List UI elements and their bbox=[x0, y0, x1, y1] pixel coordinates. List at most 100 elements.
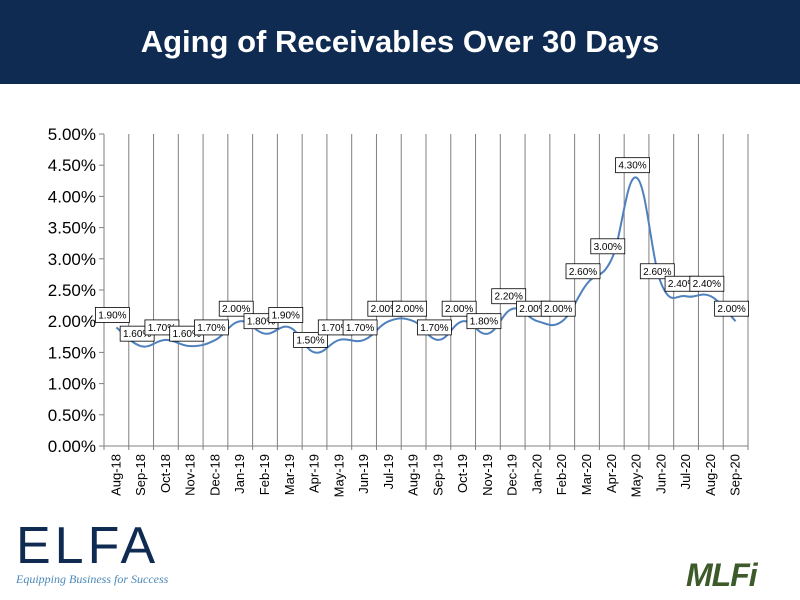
x-tick-labels: Aug-18 Sep-18 Oct-18 Nov-18 Dec-18 Jan-19 Feb-… bbox=[108, 454, 742, 497]
data-label-box bbox=[392, 300, 428, 317]
data-label: 4.30% bbox=[615, 157, 650, 174]
data-label-text: 2.00% bbox=[445, 304, 473, 315]
mlfi-logo: MLFi bbox=[686, 557, 758, 593]
data-label-text: 2.00% bbox=[544, 304, 572, 315]
y-tick-label: 2.00% bbox=[48, 312, 96, 331]
data-label-text: 1.70% bbox=[346, 323, 374, 334]
data-label-box bbox=[94, 307, 130, 323]
data-label-text: 1.70% bbox=[148, 323, 176, 334]
data-label-text: 3.00% bbox=[594, 242, 622, 253]
elfa-tagline: Equipping Business for Success bbox=[16, 572, 169, 586]
data-label-box bbox=[268, 307, 304, 323]
y-tick-label: 4.50% bbox=[48, 156, 96, 175]
data-label-text: 4.30% bbox=[618, 161, 646, 172]
data-label-box bbox=[639, 263, 675, 280]
elfa-logo: ELFA bbox=[16, 517, 160, 575]
page-title: Aging of Receivables Over 30 Days bbox=[140, 24, 660, 59]
data-label: 2.00% bbox=[540, 300, 576, 317]
data-label-text: 1.80% bbox=[247, 317, 275, 328]
data-label-text: 1.80% bbox=[470, 317, 498, 328]
data-label: 2.00% bbox=[218, 300, 254, 317]
data-label-box bbox=[689, 275, 725, 292]
data-label-text: 2.40% bbox=[693, 279, 721, 290]
y-tick-label: 0.50% bbox=[48, 406, 96, 425]
x-tick-label: Sep-18 bbox=[133, 454, 148, 496]
x-tick-label: Dec-18 bbox=[207, 454, 222, 496]
data-label-text: 2.20% bbox=[495, 292, 523, 303]
data-label-text: 1.90% bbox=[272, 310, 300, 321]
data-label-box bbox=[714, 300, 750, 317]
data-label-text: 2.00% bbox=[717, 304, 745, 315]
x-tick-label: Jun-20 bbox=[653, 454, 668, 494]
x-tick-label: Feb-20 bbox=[554, 454, 569, 495]
grid-lines bbox=[103, 134, 749, 450]
x-tick-label: Sep-19 bbox=[430, 454, 445, 496]
data-label: 1.70% bbox=[416, 319, 452, 336]
data-labels: 1.90%1.60%1.70%1.60%1.70%2.00%1.80%1.90%… bbox=[94, 157, 750, 348]
y-tick-label: 2.50% bbox=[48, 281, 96, 300]
y-tick-label: 1.50% bbox=[48, 343, 96, 362]
x-tick-label: Nov-18 bbox=[183, 454, 198, 496]
x-tick-label: Jan-19 bbox=[232, 454, 247, 494]
data-label: 1.90% bbox=[268, 307, 304, 323]
y-tick-label: 3.50% bbox=[48, 219, 96, 238]
data-label-text: 2.60% bbox=[643, 267, 671, 278]
x-tick-label: Apr-20 bbox=[604, 454, 619, 493]
data-label-text: 1.90% bbox=[98, 310, 126, 321]
data-label: 2.00% bbox=[441, 300, 477, 317]
y-tick-label: 4.00% bbox=[48, 187, 96, 206]
data-label-text: 1.70% bbox=[197, 323, 225, 334]
x-tick-label: Jun-19 bbox=[356, 454, 371, 494]
x-tick-label: Sep-20 bbox=[728, 454, 743, 496]
data-label-text: 2.40% bbox=[668, 279, 696, 290]
x-tick-label: Jul-19 bbox=[381, 454, 396, 489]
data-label-text: 1.60% bbox=[173, 329, 201, 340]
data-label: 1.80% bbox=[466, 313, 502, 330]
data-label-text: 1.70% bbox=[420, 323, 448, 334]
x-tick-label: Aug-18 bbox=[108, 454, 123, 496]
data-label-box bbox=[342, 319, 378, 336]
data-label-box bbox=[194, 319, 229, 336]
data-label-text: 2.00% bbox=[395, 304, 423, 315]
data-label-box bbox=[590, 238, 626, 255]
y-tick-label: 3.00% bbox=[48, 250, 96, 269]
y-tick-label: 1.00% bbox=[48, 375, 96, 394]
data-label: 2.60% bbox=[639, 263, 675, 280]
x-tick-label: Nov-19 bbox=[480, 454, 495, 496]
x-tick-label: May-20 bbox=[629, 454, 644, 497]
y-tick-labels: 0.00% 0.50% 1.00% 1.50% 2.00% 2.50% 3.00% 3.50%… bbox=[48, 125, 96, 456]
x-tick-label: Jan-20 bbox=[529, 454, 544, 494]
y-tick-label: 5.00% bbox=[48, 125, 96, 144]
data-label-text: 2.00% bbox=[371, 304, 399, 315]
data-label: 2.60% bbox=[565, 263, 601, 280]
x-tick-label: Dec-19 bbox=[505, 454, 520, 496]
data-label: 1.70% bbox=[194, 319, 229, 336]
data-label: 1.90% bbox=[94, 307, 130, 323]
x-tick-label: Aug-20 bbox=[703, 454, 718, 496]
data-label-text: 2.60% bbox=[569, 267, 597, 278]
data-label: 2.00% bbox=[714, 300, 750, 317]
x-tick-label: Oct-19 bbox=[455, 454, 470, 493]
series-line-layer bbox=[115, 176, 737, 354]
x-tick-label: Jul-20 bbox=[678, 454, 693, 489]
data-label: 3.00% bbox=[590, 238, 626, 255]
line-chart: 0.00% 0.50% 1.00% 1.50% 2.00% 2.50% 3.00% 3.50%… bbox=[48, 125, 750, 497]
data-label-box bbox=[565, 263, 601, 280]
data-label-box bbox=[466, 313, 502, 330]
data-label: 2.00% bbox=[392, 300, 428, 317]
data-label-box bbox=[615, 157, 650, 174]
x-tick-label: Mar-19 bbox=[282, 454, 297, 495]
data-label: 2.40% bbox=[689, 275, 725, 292]
data-label-box bbox=[293, 331, 328, 348]
data-label-box bbox=[491, 288, 527, 305]
data-label-text: 2.00% bbox=[519, 304, 547, 315]
header-bar: Aging of Receivables Over 30 Days bbox=[0, 0, 800, 84]
y-tick-label: 0.00% bbox=[48, 437, 96, 456]
axes bbox=[99, 133, 748, 447]
data-label-text: 1.50% bbox=[296, 335, 324, 346]
x-tick-label: Aug-19 bbox=[406, 454, 421, 496]
data-label-text: 1.60% bbox=[123, 329, 151, 340]
data-label-box bbox=[416, 319, 452, 336]
data-label-text: 2.00% bbox=[222, 304, 250, 315]
x-tick-label: May-19 bbox=[331, 454, 346, 497]
